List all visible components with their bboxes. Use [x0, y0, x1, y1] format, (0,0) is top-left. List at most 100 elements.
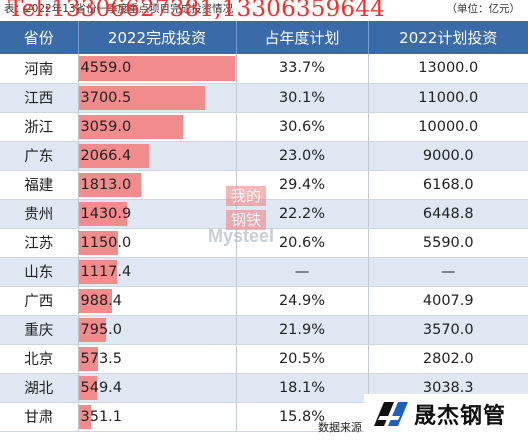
logo-mark-icon [374, 402, 408, 426]
completed-cell: 549.4 [77, 373, 236, 403]
unit-label: （单位：亿元） [446, 3, 521, 15]
completed-bar [78, 201, 128, 226]
ratio-cell: 21.9% [235, 315, 368, 345]
table-row: 广西 988.4 24.9% 4007.9 [0, 286, 528, 316]
ratio-cell: 22.2% [235, 199, 368, 229]
completed-cell: 573.5 [77, 344, 236, 374]
province-cell: 福建 [0, 170, 78, 200]
province-cell: 北京 [0, 344, 78, 374]
completed-value: 1117.4 [80, 263, 132, 280]
province-cell: 江苏 [0, 228, 78, 258]
completed-value: 351.1 [80, 408, 123, 425]
plan-cell: 6448.8 [367, 199, 528, 229]
province-cell: 浙江 [0, 112, 78, 142]
ratio-cell: 20.6% [235, 228, 368, 258]
province-cell: 江西 [0, 83, 78, 113]
completed-value: 4559.0 [80, 60, 132, 77]
investment-table: 省份 2022完成投资 占年度计划 2022计划投资 河南 4559.0 33.7%… [0, 21, 528, 432]
logo-text: 晟杰钢管 [414, 404, 507, 429]
ratio-cell: 18.1% [235, 373, 368, 403]
completed-value: 795.0 [80, 321, 123, 338]
completed-value: 573.5 [80, 350, 123, 367]
table-row: 重庆 795.0 21.9% 3570.0 [0, 315, 528, 345]
completed-bar [78, 404, 91, 429]
company-logo: 晟杰钢管 [364, 394, 528, 434]
completed-value: 1150.0 [80, 234, 132, 251]
completed-value: 988.4 [80, 292, 123, 309]
province-cell: 贵州 [0, 199, 78, 229]
table-row: 浙江 3059.0 30.6% 10000.0 [0, 112, 528, 142]
plan-cell: 10000.0 [367, 112, 528, 142]
table-row: 广东 2066.4 23.0% 9000.0 [0, 141, 528, 171]
ratio-cell: 20.5% [235, 344, 368, 374]
completed-cell: 2066.4 [77, 141, 236, 171]
table-body: 河南 4559.0 33.7% 13000.0 江西 3700.5 30.1% 11000.0… [0, 54, 528, 432]
header-plan: 2022计划投资 [367, 21, 528, 54]
completed-cell: 4559.0 [77, 54, 236, 84]
completed-cell: 3700.5 [77, 83, 236, 113]
completed-bar [78, 56, 235, 81]
completed-bar [78, 375, 98, 400]
completed-bar [78, 172, 141, 197]
completed-bar [78, 114, 184, 139]
province-cell: 甘肃 [0, 402, 78, 432]
plan-cell: — [367, 257, 528, 287]
completed-value: 3700.5 [80, 89, 132, 106]
completed-value: 1430.9 [80, 205, 132, 222]
completed-bar [78, 143, 150, 168]
completed-bar [78, 346, 99, 371]
ratio-cell: 24.9% [235, 286, 368, 316]
table-row: 北京 573.5 20.5% 2802.0 [0, 344, 528, 374]
completed-value: 549.4 [80, 379, 123, 396]
completed-bar [78, 259, 117, 284]
ratio-cell: — [235, 257, 368, 287]
province-cell: 湖北 [0, 373, 78, 403]
table-header-row: 省份 2022完成投资 占年度计划 2022计划投资 [0, 21, 528, 54]
header-completed: 2022完成投资 [77, 21, 236, 54]
data-source: 数据来源： [318, 421, 373, 434]
phone-watermark: Tel:13306627381,13306359644 [8, 0, 385, 22]
table-row: 江苏 1150.0 20.6% 5590.0 [0, 228, 528, 258]
ratio-cell: 29.4% [235, 170, 368, 200]
completed-bar [78, 85, 206, 110]
table-row: 福建 1813.0 29.4% 6168.0 [0, 170, 528, 200]
table-row: 贵州 1430.9 22.2% 6448.8 [0, 199, 528, 229]
completed-cell: 988.4 [77, 286, 236, 316]
header-province: 省份 [23, 29, 54, 47]
table-caption: 表：2022年13省份一季度重点项目完成投资情况 [4, 3, 234, 15]
completed-cell: 351.1 [77, 402, 236, 432]
province-cell: 广东 [0, 141, 78, 171]
plan-cell: 4007.9 [367, 286, 528, 316]
completed-value: 2066.4 [80, 147, 132, 164]
completed-cell: 795.0 [77, 315, 236, 345]
ratio-cell: 33.7% [235, 54, 368, 84]
ratio-cell: 15.8% [235, 402, 368, 432]
ratio-cell: 30.6% [235, 112, 368, 142]
completed-bar [78, 317, 106, 342]
completed-cell: 3059.0 [77, 112, 236, 142]
plan-cell: 6168.0 [367, 170, 528, 200]
plan-cell: 5590.0 [367, 228, 528, 258]
completed-value: 3059.0 [80, 118, 132, 135]
table-row: 江西 3700.5 30.1% 11000.0 [0, 83, 528, 113]
completed-cell: 1117.4 [77, 257, 236, 287]
plan-cell: 13000.0 [367, 54, 528, 84]
completed-cell: 1813.0 [77, 170, 236, 200]
province-cell: 山东 [0, 257, 78, 287]
ratio-cell: 30.1% [235, 83, 368, 113]
completed-cell: 1150.0 [77, 228, 236, 258]
header-ratio: 占年度计划 [235, 21, 368, 54]
completed-cell: 1430.9 [77, 199, 236, 229]
completed-value: 1813.0 [80, 176, 132, 193]
province-cell: 重庆 [0, 315, 78, 345]
province-cell: 广西 [0, 286, 78, 316]
completed-bar [78, 230, 118, 255]
ratio-cell: 23.0% [235, 141, 368, 171]
completed-bar [78, 288, 113, 313]
plan-cell: 2802.0 [367, 344, 528, 374]
plan-cell: 9000.0 [367, 141, 528, 171]
table-row: 山东 1117.4 — — [0, 257, 528, 287]
province-cell: 河南 [0, 54, 78, 84]
plan-cell: 3570.0 [367, 315, 528, 345]
plan-cell: 11000.0 [367, 83, 528, 113]
